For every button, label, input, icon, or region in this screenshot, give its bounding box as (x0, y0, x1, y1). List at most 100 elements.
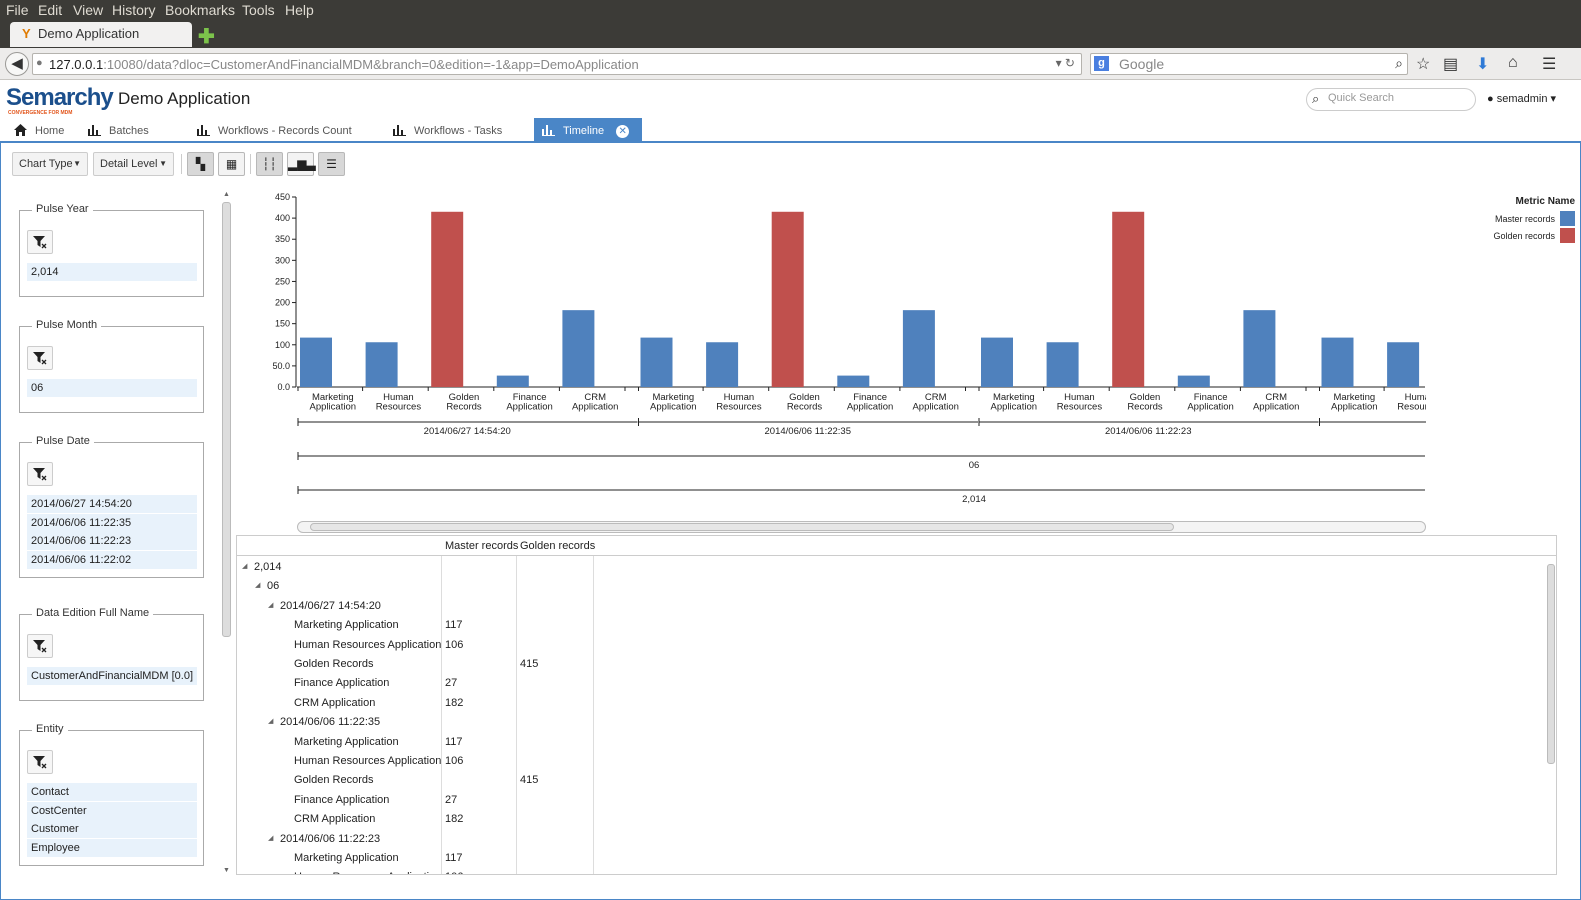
menu-bookmarks[interactable]: Bookmarks (165, 2, 236, 18)
x-tick-label: Application (847, 402, 893, 413)
bookmark-star-icon[interactable]: ☆ (1416, 56, 1431, 73)
clear-filter-button[interactable] (27, 230, 53, 254)
user-icon: ● (1487, 93, 1494, 105)
scroll-down-icon[interactable]: ▼ (223, 867, 230, 874)
date-group-label: 2014/06/06 11:22:35 (765, 426, 851, 437)
clear-filter-button[interactable] (27, 634, 53, 658)
filter-value[interactable]: Customer (27, 820, 197, 838)
column-chart-button[interactable]: ▂▆▃ (287, 152, 316, 176)
layout-stacked-icon: ▦ (225, 157, 238, 171)
grid-vertical-scrollbar[interactable] (1546, 556, 1556, 876)
expand-toggle-icon[interactable]: ◢ (255, 582, 261, 590)
search-icon[interactable]: ⌕ (1395, 55, 1403, 71)
date-group-label: 2014/06/06 11:22:23 (1105, 426, 1191, 437)
filter-value[interactable]: 2014/06/06 11:22:02 (27, 550, 197, 569)
bar (496, 375, 529, 387)
filter-value[interactable]: 2014/06/27 14:54:20 (27, 495, 197, 513)
bar-chart-icon (393, 125, 406, 136)
row-label: Marketing Application (294, 852, 399, 864)
bar-chart-horizontal-button[interactable]: ☰ (318, 152, 345, 176)
layout-stacked-button[interactable]: ▦ (218, 152, 245, 176)
bar (365, 342, 398, 387)
detail-level-dropdown[interactable]: Detail Level ▼ (93, 152, 174, 176)
scrollbar-thumb[interactable] (1547, 564, 1555, 764)
search-bar[interactable]: g Google ⌕ (1090, 53, 1408, 75)
new-tab-icon[interactable]: ✚ (198, 26, 215, 48)
filter-value[interactable]: 2014/06/06 11:22:23 (27, 532, 197, 550)
tab-workflows-records-count[interactable]: Workflows - Records Count (197, 118, 352, 142)
table-row[interactable]: Marketing Application 117 (237, 733, 1547, 752)
filter-value[interactable]: Contact (27, 783, 197, 801)
menu-edit[interactable]: Edit (38, 2, 63, 18)
grouped-bars-button[interactable]: ┆┆ (256, 152, 283, 176)
tab-timeline[interactable]: Timeline ✕ (534, 118, 642, 142)
x-tick-label: Application (310, 402, 356, 413)
table-row[interactable]: Golden Records 415 (237, 771, 1547, 790)
table-row[interactable]: CRM Application 182 (237, 694, 1547, 713)
tree-group-row[interactable]: ◢ 2014/06/27 14:54:20 (237, 597, 1547, 616)
expand-toggle-icon[interactable]: ◢ (268, 834, 274, 842)
column-header-golden-records[interactable]: Golden records (520, 540, 596, 552)
clear-filter-button[interactable] (27, 462, 53, 486)
y-tick-label: 150 (275, 319, 290, 329)
table-row[interactable]: Finance Application 27 (237, 791, 1547, 810)
chart-type-dropdown[interactable]: Chart Type ▼ (12, 152, 88, 176)
x-tick-label: Application (1253, 402, 1299, 413)
x-tick-label: Finance (853, 392, 887, 403)
expand-toggle-icon[interactable]: ◢ (268, 601, 274, 609)
filter-value[interactable]: Employee (27, 838, 197, 857)
grid-header: Master records Golden records (237, 536, 1556, 556)
table-row[interactable]: Golden Records 415 (237, 655, 1547, 674)
layout-side-button[interactable]: ▚ (187, 152, 214, 176)
tree-group-row[interactable]: ◢ 06 (237, 577, 1547, 596)
clear-filter-button[interactable] (27, 750, 53, 774)
tree-group-row[interactable]: ◢ 2014/06/06 11:22:35 (237, 713, 1547, 732)
url-bar[interactable]: ● 127.0.0.1:10080/data?dloc=CustomerAndFi… (32, 53, 1082, 75)
expand-toggle-icon[interactable]: ◢ (242, 563, 248, 570)
tab-home[interactable]: Home (14, 118, 64, 142)
scrollbar-thumb[interactable] (310, 523, 1174, 531)
caret-down-icon: ▼ (159, 159, 167, 168)
scroll-up-icon[interactable]: ▲ (223, 191, 230, 198)
reading-list-icon[interactable]: ▤ (1443, 56, 1459, 73)
user-menu[interactable]: ● semadmin ▾ (1487, 93, 1557, 105)
clear-filter-button[interactable] (27, 346, 53, 370)
filter-value[interactable]: 2,014 (27, 263, 197, 281)
back-button[interactable]: ◀ (5, 52, 29, 76)
filter-value[interactable]: 06 (27, 379, 197, 397)
table-row[interactable]: CRM Application 182 (237, 810, 1547, 829)
menu-view[interactable]: View (73, 2, 104, 18)
menu-file[interactable]: File (6, 2, 29, 18)
filter-pane-scrollbar[interactable]: ▲ ▼ (222, 191, 231, 877)
chart-horizontal-scrollbar[interactable] (297, 521, 1426, 533)
download-icon[interactable]: ⬇ (1476, 56, 1490, 73)
pivot-grid: Master records Golden records ◢ 2,014 ◢ 06 ◢… (236, 535, 1557, 875)
tab-batches[interactable]: Batches (88, 118, 149, 142)
filter-value[interactable]: 2014/06/06 11:22:35 (27, 513, 197, 532)
tab-workflows-tasks[interactable]: Workflows - Tasks (393, 118, 502, 142)
quick-search-input[interactable]: ⌕ Quick Search (1306, 88, 1476, 111)
table-row[interactable]: Marketing Application 117 (237, 616, 1547, 635)
column-header-master-records[interactable]: Master records (445, 540, 519, 552)
tree-group-row[interactable]: ◢ 2014/06/06 11:22:23 (237, 830, 1547, 849)
filter-value[interactable]: CustomerAndFinancialMDM [0.0] (27, 667, 197, 685)
reload-icon[interactable]: ▾ ↻ (1055, 56, 1075, 70)
tree-group-row[interactable]: ◢ 2,014 (237, 558, 1547, 577)
home-icon[interactable]: ⌂ (1508, 54, 1518, 71)
menu-icon[interactable]: ☰ (1542, 56, 1557, 73)
scrollbar-thumb[interactable] (222, 202, 231, 637)
menu-help[interactable]: Help (285, 2, 314, 18)
menu-tools[interactable]: Tools (242, 2, 275, 18)
filter-box: Pulse Date 2014/06/27 14:54:20 2014/06/06 … (19, 435, 204, 578)
expand-toggle-icon[interactable]: ◢ (268, 718, 274, 726)
table-row[interactable]: Finance Application 27 (237, 674, 1547, 693)
filter-value[interactable]: CostCenter (27, 801, 197, 820)
row-label: Marketing Application (294, 735, 399, 748)
browser-tab[interactable]: Y Demo Application (10, 22, 192, 47)
menu-history[interactable]: History (112, 2, 156, 18)
table-row[interactable]: Marketing Application 117 (237, 849, 1547, 868)
close-tab-icon[interactable]: ✕ (616, 125, 630, 138)
